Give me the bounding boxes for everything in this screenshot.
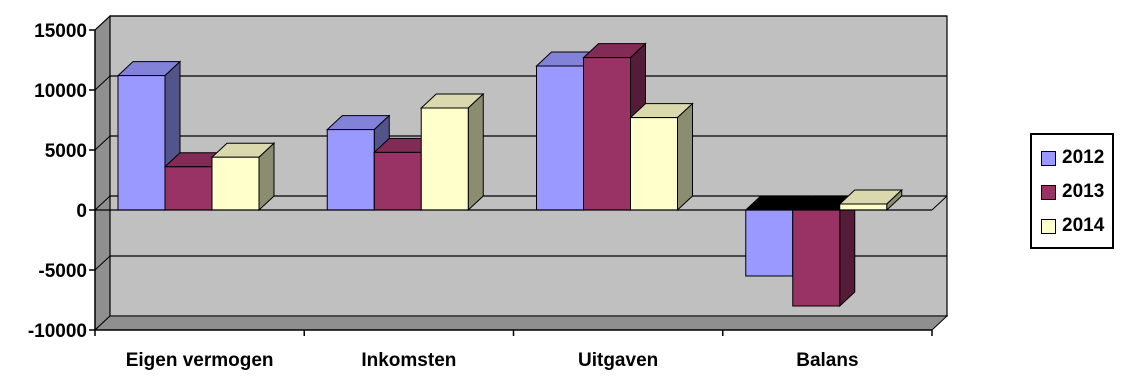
bar-front: [117, 75, 166, 211]
bar-front: [630, 117, 678, 211]
legend-swatch-2014: [1041, 218, 1056, 234]
legend-label-2013: 2013: [1062, 181, 1105, 202]
bar-front: [211, 156, 260, 211]
gridline-side: [94, 15, 111, 31]
bar-front: [164, 166, 213, 211]
bars: [116, 42, 904, 308]
bar-front: [326, 129, 375, 211]
bar-front: [373, 151, 422, 211]
x-axis-depth: [931, 195, 948, 211]
bar-2013-balans: [791, 194, 857, 308]
bar-front: [792, 209, 841, 307]
legend-swatch-2012: [1041, 150, 1056, 166]
bar-2014-inkomsten: [419, 92, 485, 212]
floor: [93, 315, 949, 331]
y-tick-label: -10000: [28, 321, 87, 342]
bar-2013-uitgaven: [582, 42, 647, 212]
gridline-side: [94, 195, 111, 211]
bar-2014-uitgaven: [629, 102, 694, 212]
side-wall: [94, 14, 111, 332]
legend-item-2013: 2013: [1041, 181, 1104, 203]
bar-front: [583, 57, 631, 211]
bar-2014-balans: [838, 188, 904, 212]
y-tick-labels: 15000 10000 5000 0 -5000 -10000: [28, 21, 95, 342]
y-tick-label: 5000: [45, 141, 87, 162]
gridline-side: [94, 255, 111, 271]
x-category-label: Uitgaven: [578, 350, 658, 371]
bar-front: [745, 209, 794, 277]
bar-2012-inkomsten: [325, 114, 391, 212]
bar-side: [467, 92, 484, 212]
x-category-label: Balans: [796, 350, 858, 371]
legend-label-2014: 2014: [1062, 215, 1105, 236]
legend-label-2012: 2012: [1062, 147, 1105, 168]
legend-item-2012: 2012: [1041, 147, 1104, 169]
bar-front: [420, 107, 469, 211]
bar-side: [839, 194, 856, 308]
x-category-label: Eigen vermogen: [126, 350, 274, 371]
gridline-side: [94, 135, 111, 151]
bar-front: [839, 203, 888, 211]
x-category-labels: Eigen vermogen Inkomsten Uitgaven Balans: [94, 330, 933, 371]
y-tick-label: 10000: [34, 81, 87, 102]
legend-swatch-2013: [1041, 184, 1056, 200]
y-tick-label: 0: [76, 201, 87, 222]
legend: 2012 2013 2014: [1030, 133, 1114, 249]
bar-front: [536, 65, 584, 211]
y-tick-label: -5000: [38, 261, 87, 282]
bar-side: [677, 102, 693, 212]
legend-item-2014: 2014: [1041, 215, 1104, 237]
gridline-side: [94, 75, 111, 91]
x-category-label: Inkomsten: [361, 350, 456, 371]
y-tick-label: 15000: [34, 21, 87, 42]
bar-2014-eigen-vermogen: [210, 142, 276, 212]
